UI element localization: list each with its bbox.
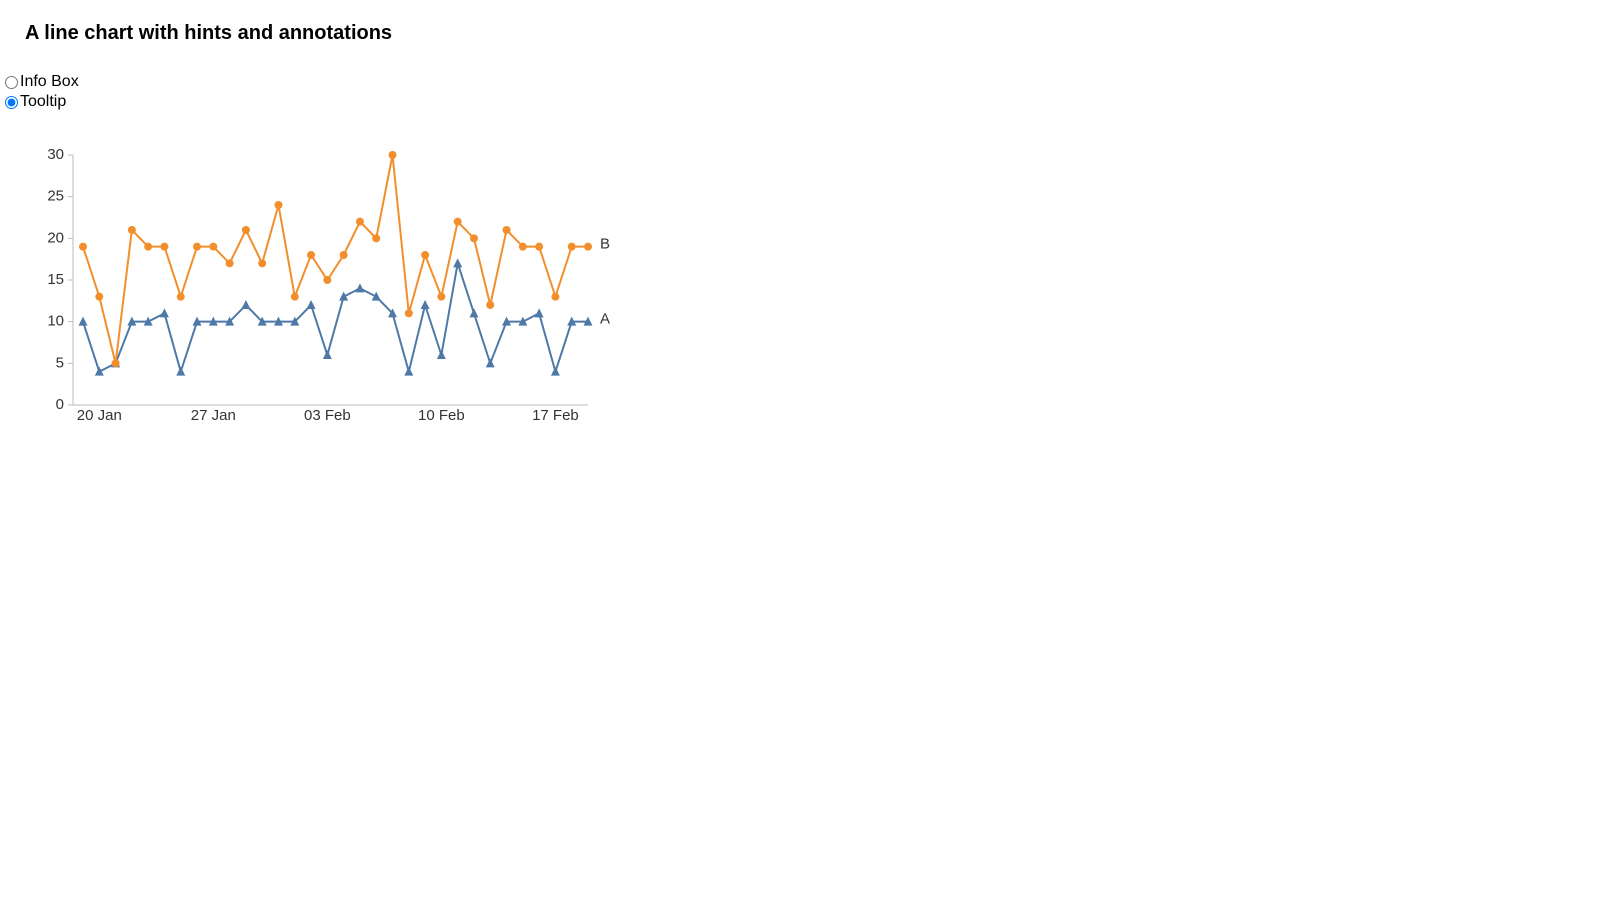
y-tick-label: 10 — [47, 313, 64, 330]
x-tick-label: 10 Feb — [418, 407, 465, 424]
point — [193, 242, 202, 251]
radio[interactable] — [5, 95, 18, 109]
point — [176, 366, 186, 376]
y-tick-label: 20 — [47, 229, 64, 246]
radio-option[interactable]: Tooltip — [4, 93, 66, 111]
point — [274, 201, 283, 209]
x-tick-label: 17 Feb — [532, 407, 579, 424]
point — [583, 316, 593, 326]
x-tick-label: 27 Jan — [191, 407, 236, 424]
point — [339, 291, 349, 301]
y-tick-label: 25 — [47, 188, 64, 205]
point — [469, 234, 478, 243]
point — [534, 308, 544, 318]
point — [518, 242, 527, 251]
point — [518, 316, 528, 326]
point — [94, 366, 104, 376]
y-tick-label: 30 — [47, 146, 64, 163]
point — [485, 358, 495, 368]
point — [502, 226, 511, 234]
point — [404, 309, 413, 318]
point — [567, 242, 576, 251]
point — [127, 316, 137, 326]
point — [469, 308, 479, 318]
point — [78, 316, 88, 326]
point — [502, 316, 512, 326]
radio-option[interactable]: Info Box — [4, 73, 79, 91]
point — [79, 242, 87, 251]
point — [127, 226, 136, 234]
point — [355, 283, 365, 293]
point — [404, 366, 414, 376]
point — [388, 151, 397, 159]
x-tick-label: 20 Jan — [77, 407, 122, 424]
point — [486, 301, 495, 309]
point — [550, 366, 560, 376]
point — [208, 316, 218, 326]
point — [192, 316, 202, 326]
point — [241, 300, 251, 309]
point — [225, 259, 234, 268]
point — [160, 242, 169, 251]
point — [372, 234, 381, 243]
series-line — [82, 263, 588, 376]
y-tick-label: 15 — [47, 271, 64, 288]
point — [322, 350, 332, 359]
point — [421, 251, 430, 259]
radio-label: Tooltip — [20, 93, 67, 110]
radio[interactable] — [5, 75, 18, 89]
series-label: A — [600, 311, 610, 328]
point — [258, 259, 267, 268]
point — [420, 300, 430, 309]
point — [290, 316, 300, 326]
point — [436, 350, 446, 359]
radio-label: Info Box — [20, 73, 79, 90]
point — [355, 217, 364, 226]
point — [307, 251, 316, 259]
point — [323, 276, 332, 284]
point — [339, 251, 348, 259]
point — [371, 291, 381, 301]
series-line — [82, 154, 588, 364]
chart-title: A line chart with hints and annotations — [25, 22, 393, 44]
point — [273, 316, 283, 326]
point — [567, 316, 577, 326]
point — [95, 292, 104, 301]
x-tick-label: 03 Feb — [304, 407, 351, 424]
y-tick-label: 0 — [56, 396, 64, 413]
point — [290, 292, 299, 301]
point — [257, 316, 267, 326]
y-tick-label: 5 — [56, 354, 64, 371]
point — [437, 292, 446, 301]
point — [453, 258, 463, 268]
point — [306, 300, 316, 309]
point — [241, 226, 250, 234]
point — [225, 316, 235, 326]
point — [143, 316, 153, 326]
point — [159, 308, 169, 318]
point — [209, 242, 218, 251]
point — [535, 242, 544, 251]
series-label: B — [600, 236, 610, 253]
point — [144, 242, 153, 251]
point — [453, 217, 462, 226]
point — [111, 359, 120, 368]
point — [551, 292, 560, 301]
point — [584, 242, 592, 251]
point — [176, 292, 185, 301]
point — [388, 308, 398, 318]
